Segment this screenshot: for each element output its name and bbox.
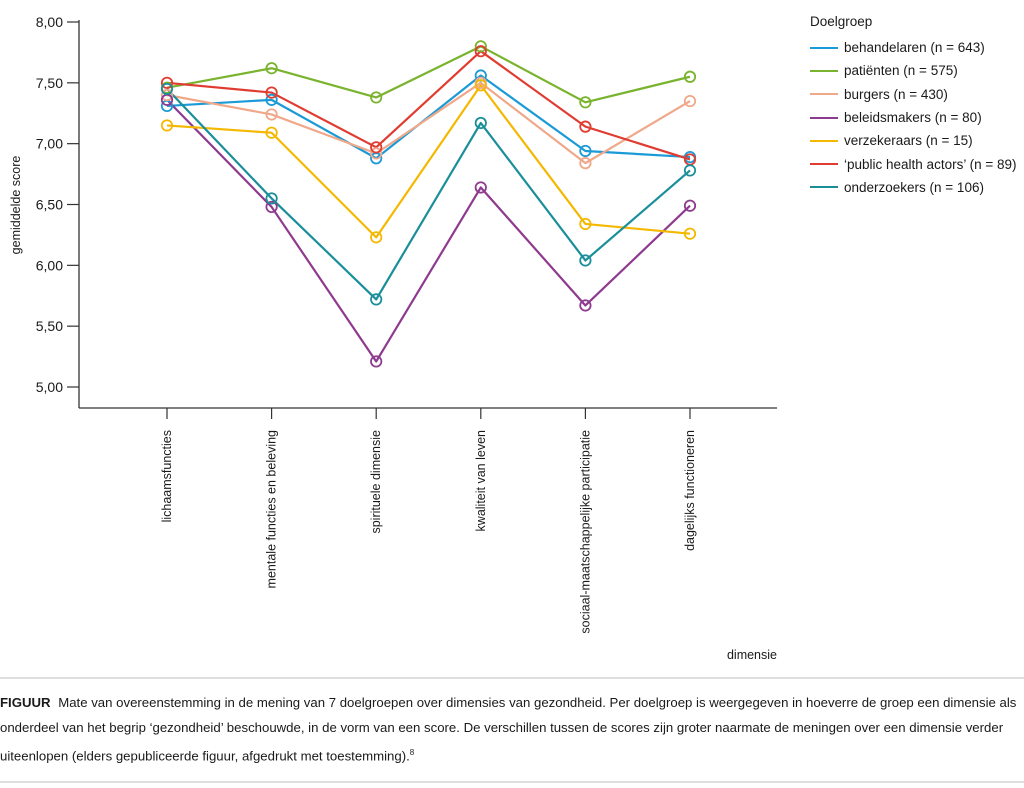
legend-label: behandelaren (n = 643)	[844, 40, 985, 56]
y-tick-label: 8,00	[36, 14, 63, 30]
data-point	[370, 293, 383, 306]
legend-item: verzekeraars (n = 15)	[810, 129, 1016, 152]
data-point	[579, 254, 592, 267]
data-point	[370, 91, 383, 104]
legend-title: Doelgroep	[810, 14, 873, 29]
data-point	[579, 217, 592, 231]
caption-text: Mate van overeenstemming in de mening va…	[0, 695, 1017, 764]
data-point	[683, 164, 697, 177]
data-point	[370, 355, 383, 368]
legend-swatch	[810, 93, 838, 96]
figure-caption: FIGUUR Mate van overeenstemming in de me…	[0, 690, 1020, 768]
data-point	[370, 147, 383, 160]
caption-footnote: 8	[409, 748, 415, 757]
x-tick-label: sociaal-maatschappelijke participatie	[578, 430, 592, 634]
y-tick-label: 5,50	[36, 318, 63, 334]
legend-label: verzekeraars (n = 15)	[844, 133, 973, 149]
data-point	[474, 45, 487, 58]
x-tick-label: lichaamsfuncties	[160, 430, 174, 522]
data-point	[160, 88, 174, 102]
data-point	[265, 93, 278, 106]
data-point	[265, 192, 278, 205]
legend-swatch	[810, 116, 838, 119]
series-markers	[160, 40, 697, 368]
data-point	[579, 120, 592, 133]
data-point	[474, 181, 487, 194]
legend-swatch	[810, 139, 838, 142]
legend-item: onderzoekers (n = 106)	[810, 176, 1016, 199]
legend-label: patiënten (n = 575)	[844, 63, 958, 79]
caption-top-rule	[0, 677, 1024, 679]
y-tick-label: 6,00	[36, 257, 63, 273]
y-axis-title: gemiddelde score	[9, 156, 23, 255]
data-point	[370, 231, 383, 244]
y-tick-label: 7,50	[36, 75, 63, 91]
legend-item: ‘public health actors’ (n = 89)	[810, 152, 1016, 175]
data-point	[160, 119, 174, 132]
y-axis-ticks: 5,00 5,50 6,00 6,50 7,00 7,50 8,00	[36, 14, 79, 395]
data-point	[474, 40, 487, 53]
data-point	[474, 116, 487, 130]
legend-item: beleidsmakers (n = 80)	[810, 106, 1016, 129]
series-line	[166, 84, 691, 239]
x-tick-label: mentale functies en beleving	[265, 430, 279, 588]
y-tick-label: 7,00	[36, 136, 63, 152]
legend-label: onderzoekers (n = 106)	[844, 179, 984, 195]
legend-item: patiënten (n = 575)	[810, 59, 1016, 82]
data-point	[160, 82, 174, 96]
series-line	[166, 50, 691, 161]
caption-label: FIGUUR	[0, 695, 51, 710]
line-chart: 5,00 5,50 6,00 6,50 7,00 7,50 8,00 lichaamsfun…	[9, 14, 777, 662]
legend-item: burgers (n = 430)	[810, 83, 1016, 106]
caption-bottom-rule	[0, 781, 1024, 783]
data-point	[683, 199, 697, 212]
data-point	[683, 70, 697, 83]
legend-item: behandelaren (n = 643)	[810, 36, 1016, 59]
series-line	[166, 45, 691, 104]
legend-swatch	[810, 46, 838, 49]
series-line	[166, 88, 691, 301]
data-point	[265, 126, 278, 139]
data-point	[579, 96, 592, 109]
data-point	[683, 227, 697, 240]
data-point	[265, 108, 278, 121]
series-line	[166, 81, 691, 165]
x-axis-ticks: lichaamsfuncties mentale functies en bele…	[160, 408, 697, 634]
data-point	[370, 141, 383, 154]
data-point	[160, 76, 174, 89]
axes	[78, 20, 777, 409]
y-tick-label: 5,00	[36, 379, 63, 395]
data-point	[579, 157, 592, 170]
legend-swatch	[810, 163, 838, 166]
legend-label: burgers (n = 430)	[844, 86, 948, 102]
y-tick-label: 6,50	[36, 197, 63, 213]
data-point	[265, 200, 278, 214]
legend-swatch	[810, 69, 838, 72]
data-point	[579, 144, 592, 158]
legend-label: ‘public health actors’ (n = 89)	[844, 156, 1017, 172]
x-axis-title: dimensie	[727, 648, 777, 662]
data-point	[474, 79, 487, 92]
series-line	[166, 99, 691, 363]
legend-label: beleidsmakers (n = 80)	[844, 110, 982, 126]
data-point	[683, 94, 697, 108]
legend: Doelgroep behandelaren (n = 643) patiënte…	[810, 12, 1016, 199]
series-lines	[166, 45, 691, 363]
legend-swatch	[810, 186, 838, 189]
data-point	[265, 86, 278, 99]
x-tick-label: spirituele dimensie	[369, 430, 383, 534]
data-point	[265, 62, 278, 75]
x-tick-label: dagelijks functioneren	[683, 430, 697, 551]
data-point	[579, 299, 592, 312]
x-tick-label: kwaliteit van leven	[474, 430, 488, 531]
